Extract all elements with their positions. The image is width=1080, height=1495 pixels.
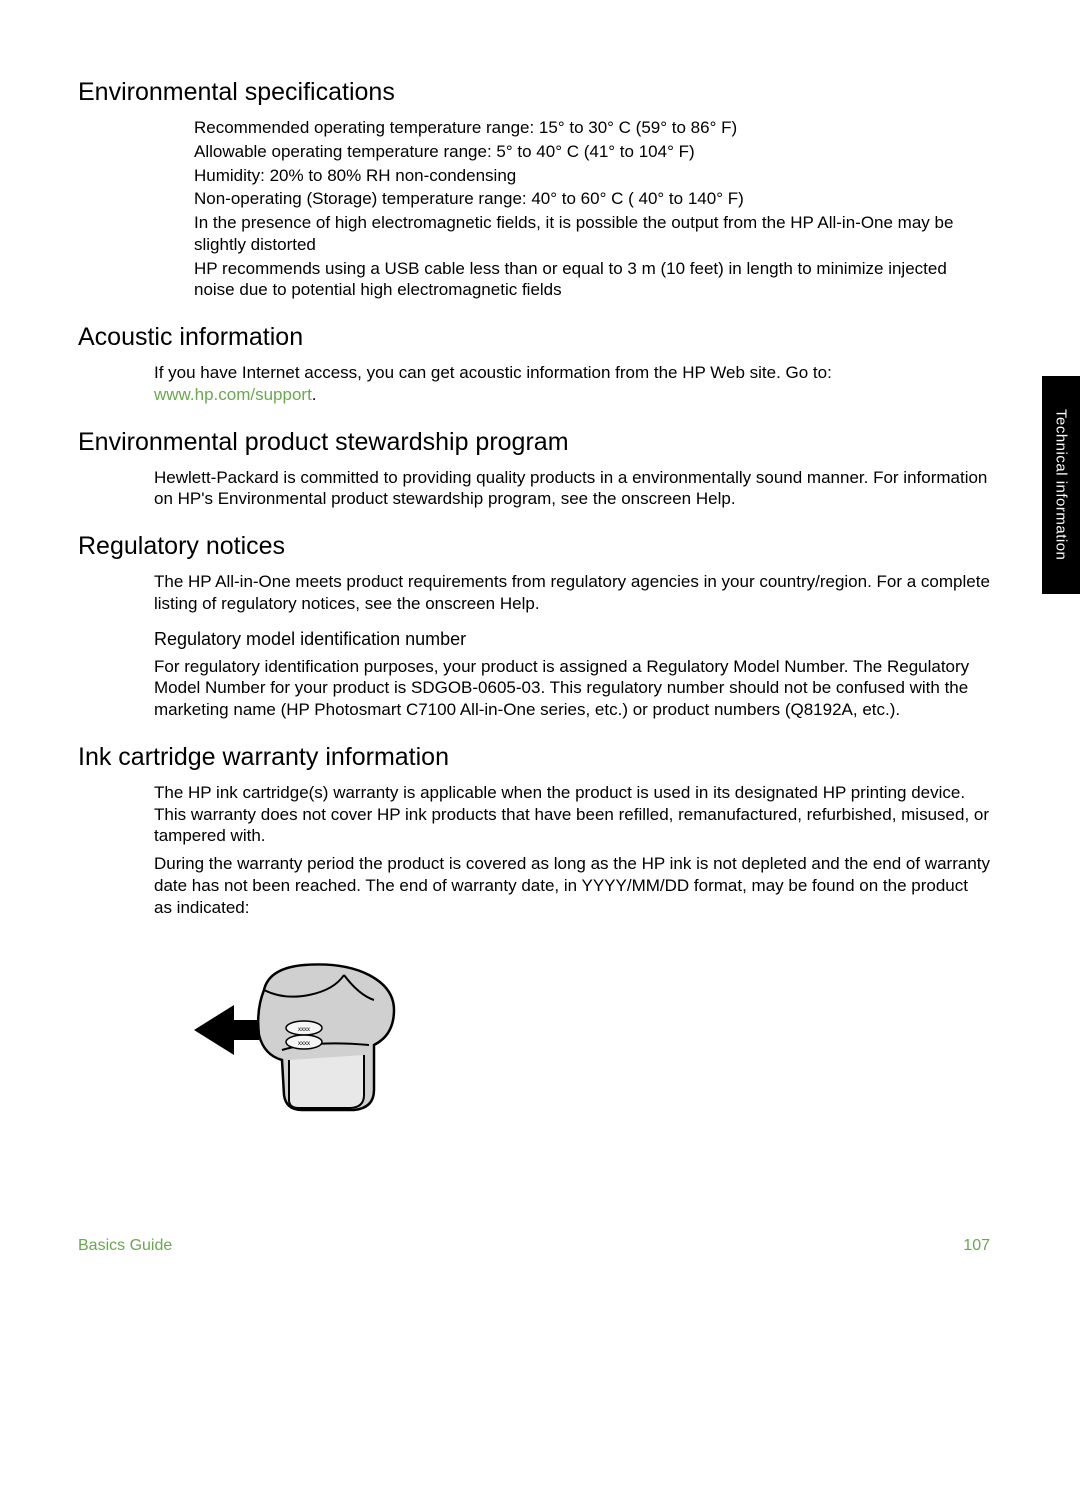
acoustic-text-before: If you have Internet access, you can get… [154, 363, 832, 382]
side-tab: Technical information [1042, 376, 1080, 594]
ink-para1: The HP ink cartridge(s) warranty is appl… [154, 782, 990, 847]
document-page: Environmental specifications Recommended… [0, 0, 1080, 1185]
heading-ink: Ink cartridge warranty information [78, 743, 990, 772]
acoustic-body: If you have Internet access, you can get… [154, 362, 990, 406]
stewardship-body: Hewlett-Packard is committed to providin… [154, 467, 990, 511]
heading-env-spec: Environmental specifications [78, 78, 990, 107]
heading-regulatory: Regulatory notices [78, 532, 990, 561]
heading-acoustic: Acoustic information [78, 323, 990, 352]
spec-line: Allowable operating temperature range: 5… [194, 141, 990, 163]
footer-page-number: 107 [963, 1237, 990, 1255]
page-footer: Basics Guide 107 [78, 1237, 990, 1255]
spec-line: HP recommends using a USB cable less tha… [194, 258, 990, 302]
subheading-reg-model: Regulatory model identification number [154, 629, 990, 650]
regulatory-body: The HP All-in-One meets product requirem… [154, 571, 990, 615]
cartridge-illustration: xxxx xxxx [194, 940, 990, 1135]
svg-text:xxxx: xxxx [298, 1027, 310, 1033]
spec-line: Humidity: 20% to 80% RH non-condensing [194, 165, 990, 187]
support-link[interactable]: www.hp.com/support [154, 385, 312, 404]
side-tab-label: Technical information [1053, 409, 1070, 560]
footer-left: Basics Guide [78, 1237, 172, 1255]
ink-body: The HP ink cartridge(s) warranty is appl… [154, 782, 990, 919]
spec-line: Non-operating (Storage) temperature rang… [194, 188, 990, 210]
heading-stewardship: Environmental product stewardship progra… [78, 428, 990, 457]
spec-line: In the presence of high electromagnetic … [194, 212, 990, 256]
regulatory-text: The HP All-in-One meets product requirem… [154, 571, 990, 615]
env-spec-body: Recommended operating temperature range:… [194, 117, 990, 301]
stewardship-text: Hewlett-Packard is committed to providin… [154, 467, 990, 511]
cartridge-svg: xxxx xxxx [194, 940, 414, 1130]
reg-model-text: For regulatory identification purposes, … [154, 656, 990, 721]
svg-text:xxxx: xxxx [298, 1041, 310, 1047]
spec-line: Recommended operating temperature range:… [194, 117, 990, 139]
acoustic-text-after: . [312, 385, 317, 404]
reg-model-body: For regulatory identification purposes, … [154, 656, 990, 721]
ink-para2: During the warranty period the product i… [154, 853, 990, 918]
